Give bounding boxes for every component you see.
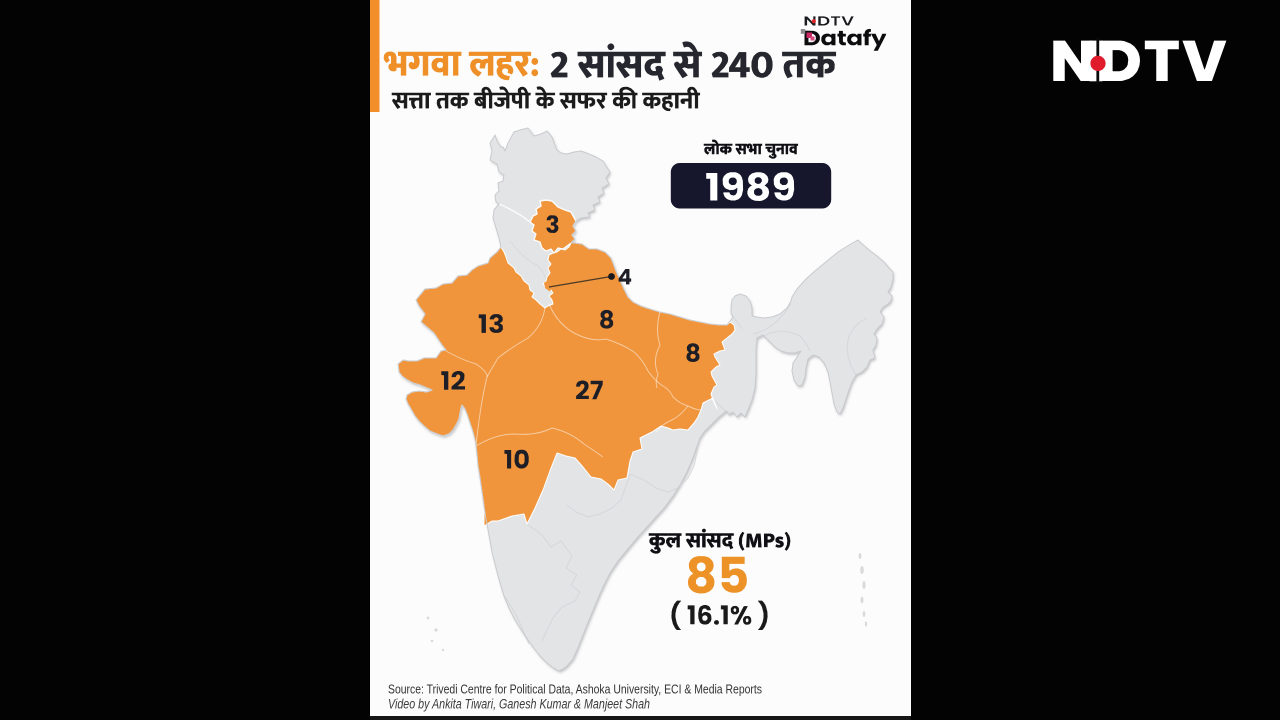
svg-text:Video by Ankita Tiwari, Ganesh: Video by Ankita Tiwari, Ganesh Kumar & M… bbox=[388, 697, 650, 712]
svg-text:Source: Trivedi Centre for Pol: Source: Trivedi Centre for Political Dat… bbox=[388, 683, 762, 697]
